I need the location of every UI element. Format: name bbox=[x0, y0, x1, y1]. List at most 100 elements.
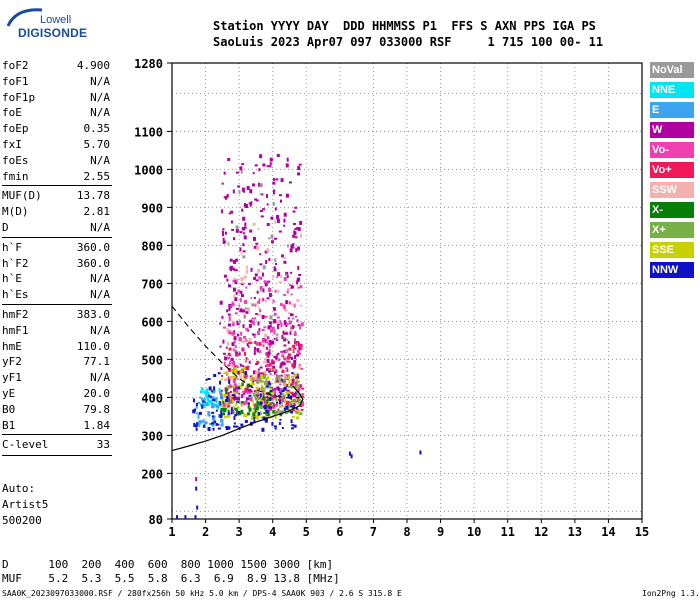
param-value: N/A bbox=[90, 153, 110, 167]
x-tick-label: 7 bbox=[370, 525, 377, 539]
echo-point bbox=[232, 348, 235, 352]
param-row: foF1p N/A bbox=[2, 90, 112, 106]
echo-point bbox=[253, 416, 256, 419]
echo-point bbox=[278, 320, 282, 325]
echo-point bbox=[205, 391, 208, 395]
echo-point bbox=[225, 388, 228, 392]
echo-point bbox=[273, 370, 276, 375]
echo-point bbox=[274, 403, 278, 407]
echo-point bbox=[226, 414, 229, 418]
param-name: foEs bbox=[2, 153, 29, 167]
echo-point bbox=[227, 403, 230, 408]
echo-point bbox=[258, 168, 261, 172]
param-row: hmF2 383.0 bbox=[2, 307, 112, 323]
echo-point bbox=[256, 378, 260, 383]
param-name: h`E bbox=[2, 272, 22, 286]
echo-point bbox=[299, 403, 303, 407]
echo-point bbox=[268, 394, 271, 398]
echo-point bbox=[244, 400, 248, 403]
echo-point bbox=[242, 250, 246, 253]
echo-point bbox=[197, 414, 200, 419]
echo-point bbox=[281, 361, 285, 366]
echo-point bbox=[284, 407, 287, 411]
echo-point bbox=[281, 404, 284, 407]
echo-point bbox=[227, 376, 231, 381]
echo-point bbox=[263, 375, 267, 380]
echo-point bbox=[228, 384, 231, 389]
echo-point bbox=[226, 278, 229, 282]
echo-point bbox=[275, 263, 278, 266]
echo-point bbox=[270, 216, 274, 220]
echo-point bbox=[287, 375, 290, 380]
echo-point bbox=[283, 374, 287, 377]
echo-point bbox=[286, 383, 289, 387]
echo-point bbox=[238, 189, 241, 194]
echo-point bbox=[267, 237, 270, 240]
echo-point bbox=[231, 364, 235, 368]
echo-point bbox=[295, 344, 298, 347]
param-row: h`F 360.0 bbox=[2, 240, 112, 256]
echo-point bbox=[257, 182, 260, 187]
x-tick-label: 12 bbox=[534, 525, 548, 539]
echo-point bbox=[267, 376, 270, 380]
echo-point bbox=[274, 355, 278, 359]
echo-point bbox=[220, 403, 223, 407]
legend-item: E bbox=[650, 102, 694, 118]
echo-point bbox=[221, 378, 224, 381]
echo-point bbox=[293, 393, 297, 398]
echo-point bbox=[231, 331, 235, 336]
echo-point bbox=[274, 237, 278, 240]
echo-point bbox=[270, 407, 273, 411]
x-tick-label: 10 bbox=[467, 525, 481, 539]
echo-point bbox=[235, 225, 239, 229]
param-name: hmF2 bbox=[2, 307, 29, 321]
echo-point bbox=[219, 380, 222, 385]
echo-point bbox=[208, 394, 212, 397]
echo-point bbox=[267, 404, 271, 408]
echo-point bbox=[252, 410, 255, 414]
echo-point bbox=[279, 363, 282, 366]
echo-point bbox=[297, 384, 300, 387]
echo-point bbox=[292, 234, 296, 238]
echo-point bbox=[263, 397, 267, 401]
echo-point bbox=[259, 309, 262, 313]
echo-point bbox=[195, 477, 198, 482]
echo-point bbox=[227, 313, 231, 316]
echo-point bbox=[238, 352, 241, 356]
echo-point bbox=[300, 408, 304, 411]
echo-point bbox=[283, 337, 287, 342]
echo-point bbox=[235, 411, 238, 416]
echo-point bbox=[293, 347, 297, 350]
echo-point bbox=[245, 310, 249, 314]
echo-point bbox=[252, 322, 255, 326]
echo-point bbox=[231, 302, 235, 306]
echo-point bbox=[260, 374, 264, 379]
echo-point bbox=[239, 384, 242, 389]
echo-point bbox=[204, 421, 208, 425]
echo-point bbox=[256, 301, 260, 305]
echo-point bbox=[294, 355, 297, 360]
echo-point bbox=[288, 301, 291, 305]
echo-point bbox=[269, 390, 273, 393]
echo-point bbox=[281, 370, 285, 374]
legend-item: NNE bbox=[650, 82, 694, 98]
echo-point bbox=[208, 399, 212, 404]
echo-point bbox=[269, 165, 272, 168]
echo-point bbox=[251, 317, 255, 320]
footer-version: Ion2Png 1.3.17 bbox=[642, 589, 700, 598]
y-tick-label: 500 bbox=[141, 353, 163, 367]
echo-point bbox=[280, 362, 283, 365]
echo-point bbox=[234, 312, 238, 315]
param-separator bbox=[2, 455, 112, 457]
echo-point bbox=[262, 208, 266, 211]
echo-point bbox=[228, 314, 231, 319]
echo-point bbox=[273, 307, 276, 311]
echo-point bbox=[229, 399, 233, 404]
echo-point bbox=[253, 276, 257, 280]
echo-point bbox=[266, 412, 270, 417]
echo-point bbox=[287, 311, 290, 314]
param-value: 360.0 bbox=[76, 256, 110, 270]
echo-point bbox=[233, 415, 236, 420]
echo-point bbox=[247, 412, 251, 416]
echo-point bbox=[245, 269, 248, 274]
